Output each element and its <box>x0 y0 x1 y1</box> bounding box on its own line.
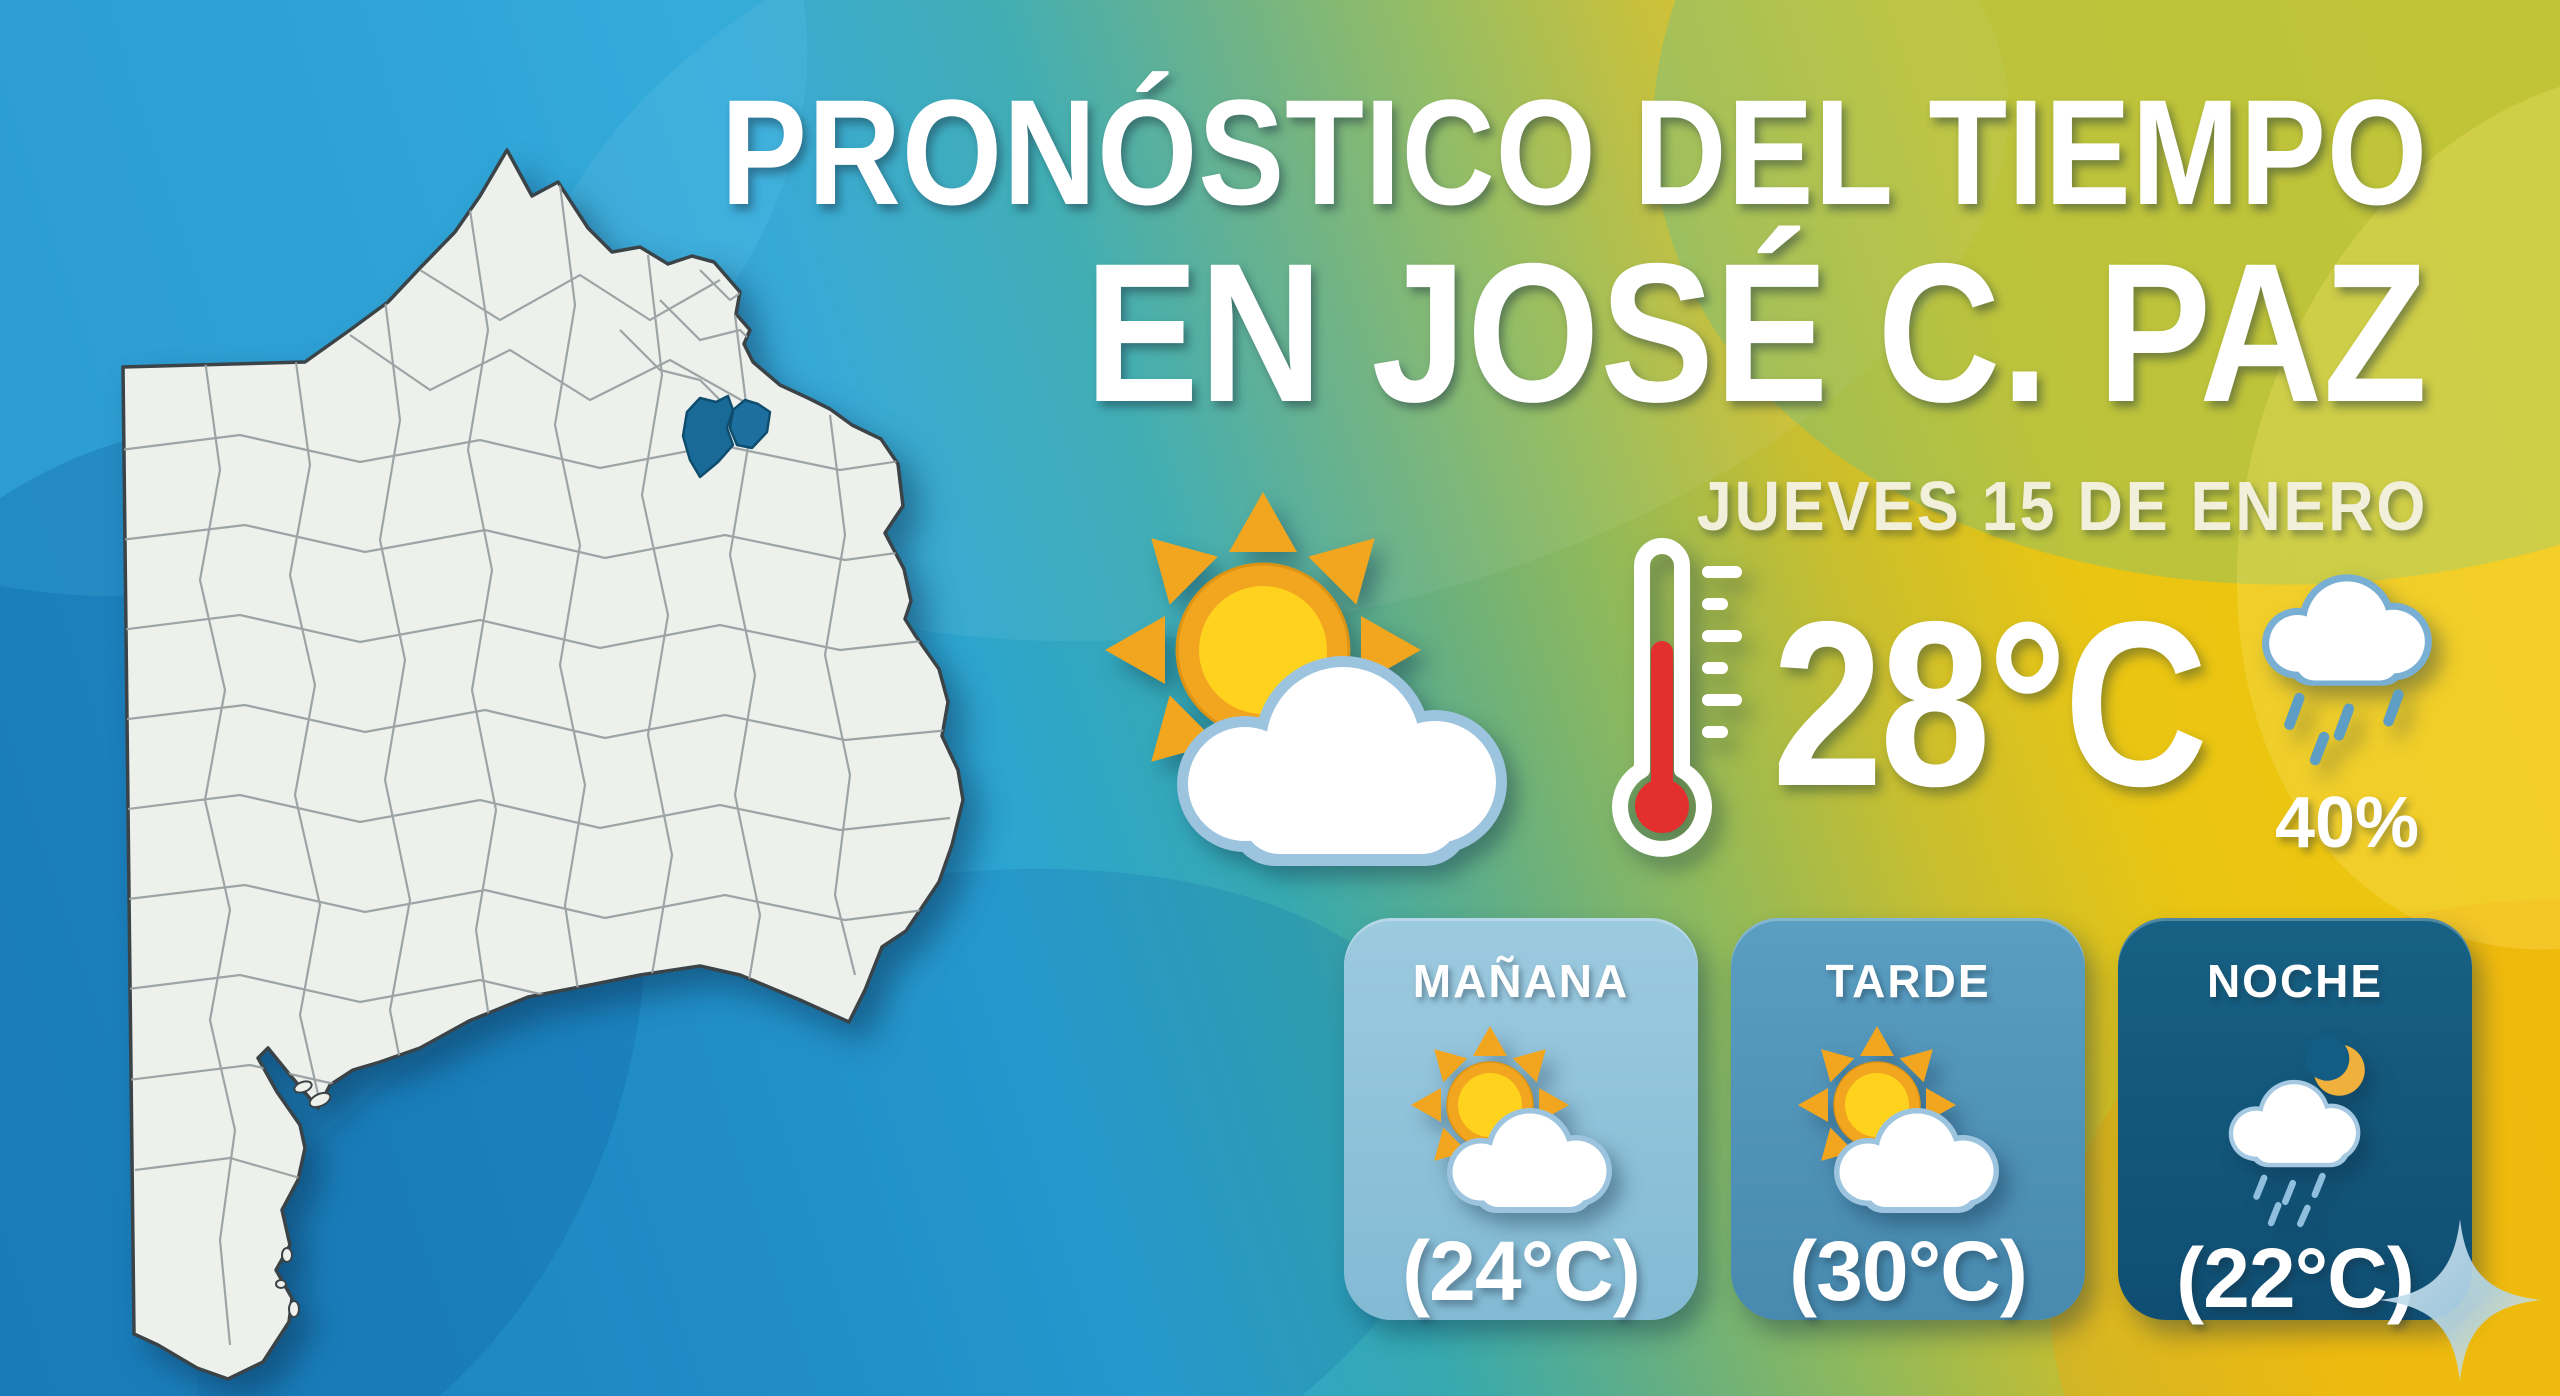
thermometer-icon <box>1612 538 1742 857</box>
moon-rain-cloud-icon <box>2190 1018 2400 1230</box>
card-temperature: (30°C) <box>1789 1224 2028 1318</box>
province-shape <box>121 148 965 1381</box>
card-temperature: (24°C) <box>1402 1224 1641 1318</box>
page-title-line2: EN JOSÉ C. PAZ <box>1084 222 2428 443</box>
sun-behind-cloud-icon <box>1793 1018 2023 1223</box>
mercury-bulb <box>1635 779 1689 833</box>
sun-behind-cloud-icon <box>1095 482 1555 882</box>
forecast-card-morning: MAÑANA (24°C) <box>1344 918 1698 1320</box>
card-label: TARDE <box>1825 955 1991 1007</box>
current-temperature: 28°C <box>1772 572 2208 835</box>
district-boundaries <box>123 184 961 1346</box>
card-label: NOCHE <box>2206 955 2384 1007</box>
sparkle-icon <box>2379 1219 2541 1381</box>
headline-block: PRONÓSTICO DEL TIEMPO EN JOSÉ C. PAZ JUE… <box>443 74 2428 546</box>
thermometer-ticks <box>1702 566 1742 738</box>
forecast-card-afternoon: TARDE (30°C) <box>1731 918 2085 1320</box>
map-highlight-jose-c-paz <box>681 394 772 479</box>
card-temperature: (22°C) <box>2176 1231 2415 1325</box>
coastal-islands <box>275 1080 332 1318</box>
forecast-card-night: NOCHE (22°C) <box>2118 918 2472 1325</box>
forecast-date: JUEVES 15 DE ENERO <box>1696 467 2428 545</box>
card-label: MAÑANA <box>1412 955 1630 1007</box>
rain-probability-widget: 40% <box>2232 546 2462 864</box>
sun-behind-cloud-icon <box>1406 1018 1636 1223</box>
forecast-cards-row: MAÑANA (24°C) TARDE (30°C) NOCHE (22°C) <box>1344 918 2472 1325</box>
rain-probability-value: 40% <box>2274 783 2420 863</box>
page-title-line1: PRONÓSTICO DEL TIEMPO <box>720 68 2428 236</box>
rain-cloud-icon <box>2237 546 2457 776</box>
